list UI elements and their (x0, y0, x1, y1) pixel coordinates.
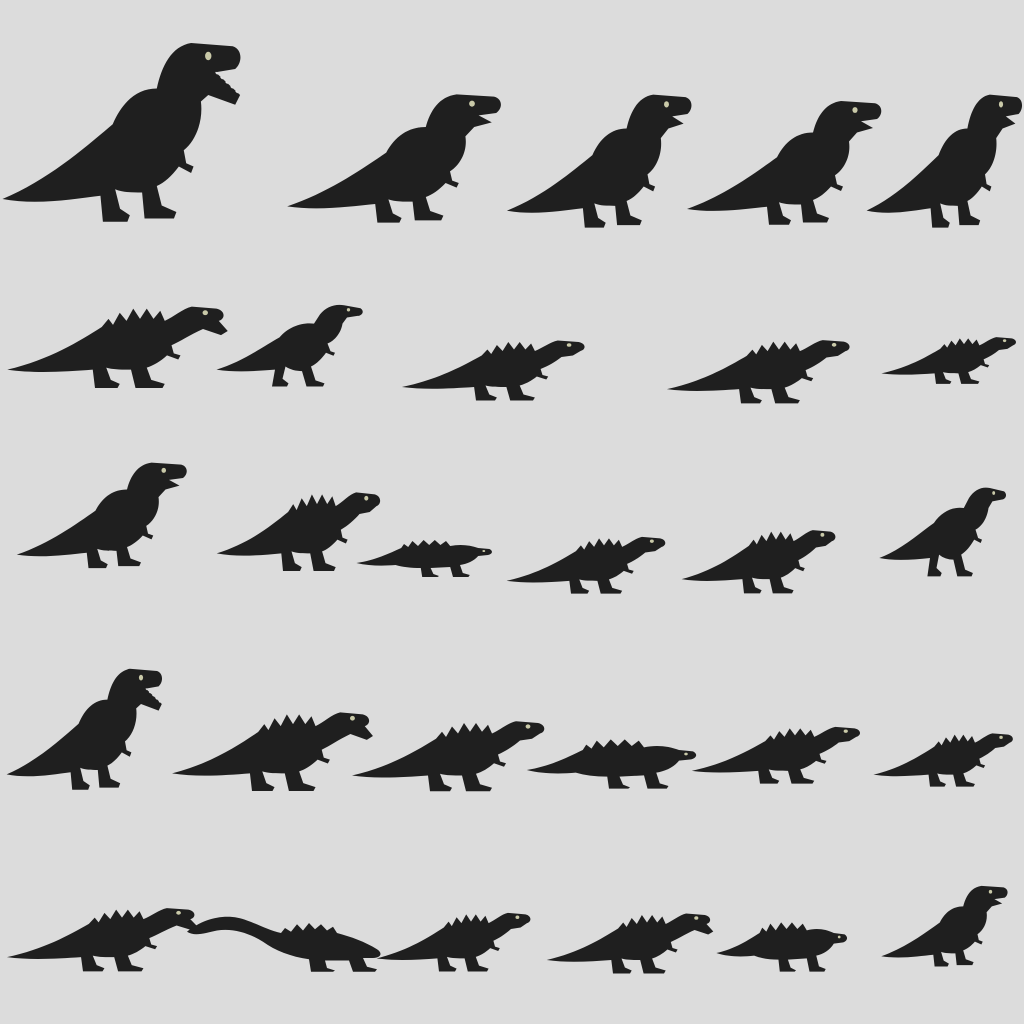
spiked-icon (216, 492, 381, 572)
sprite-ankylo-walk-2 (525, 710, 700, 790)
sprite-trex-walk-1 (285, 85, 505, 225)
trex-icon (687, 101, 882, 225)
trex-icon (16, 462, 187, 569)
spiked-icon (546, 913, 714, 974)
ankylo-icon (356, 540, 492, 577)
sprite-spiked-roar-2 (170, 675, 375, 793)
trex-icon (2, 43, 241, 222)
sprite-spiked-run-1 (680, 500, 840, 595)
spiked-icon (376, 912, 531, 972)
spiked-icon (681, 530, 836, 594)
sprite-spiked-walk-2 (665, 310, 855, 405)
sprite-trex-walk-3 (685, 92, 885, 227)
sprite-spiked-roar-1 (5, 268, 230, 390)
raptor-icon (879, 487, 1007, 577)
sprite-ankylo-walk-1 (355, 518, 495, 578)
spiked-icon (666, 340, 850, 404)
spiked-icon (873, 733, 1013, 787)
spiked-icon (881, 337, 1016, 384)
sprite-spiked-walk-8 (375, 885, 535, 973)
sprite-trex-roar-1 (0, 30, 245, 225)
sprite-spiked-walk-4 (505, 510, 670, 595)
sprite-raptor-run-1 (878, 478, 1008, 578)
trex-icon (287, 94, 501, 223)
ankylo-icon (716, 922, 848, 972)
sprite-spiked-roar-3 (5, 878, 200, 973)
sprite-ankylo-walk-3 (715, 893, 850, 973)
trex-icon (506, 94, 692, 228)
sprite-spiked-walk-7 (872, 708, 1017, 788)
spiked-icon (7, 306, 228, 388)
sprite-spiked-roar-4 (545, 885, 715, 975)
sprite-spiked-walk-1 (400, 312, 590, 402)
sprite-raptor-walk-1 (215, 296, 365, 388)
sprite-trex-walk-2 (505, 85, 695, 230)
sprite-trex-run-1 (15, 455, 190, 570)
ankylo-icon (526, 739, 697, 789)
sprite-spiked-stand-1 (215, 455, 385, 573)
spiked-icon (401, 340, 585, 401)
sprite-spiked-walk-3 (880, 315, 1020, 385)
trex-icon (881, 885, 1008, 967)
sprite-trex-walk-4 (865, 85, 1024, 230)
spiked-icon (6, 908, 199, 972)
spiked-icon (691, 726, 860, 784)
sprite-sauropod-walk-1 (185, 898, 385, 973)
spiked-icon (172, 712, 373, 792)
sprite-trex-walk-5 (880, 880, 1010, 968)
sauropod-icon (187, 916, 381, 972)
sprite-trex-roar-2 (5, 660, 165, 792)
spiked-icon (506, 536, 666, 594)
sprite-spiked-walk-6 (690, 700, 865, 785)
raptor-icon (216, 304, 363, 387)
spiked-icon (352, 721, 545, 792)
trex-icon (866, 94, 1023, 228)
trex-icon (6, 668, 163, 790)
sprite-spiked-walk-5 (350, 688, 550, 793)
